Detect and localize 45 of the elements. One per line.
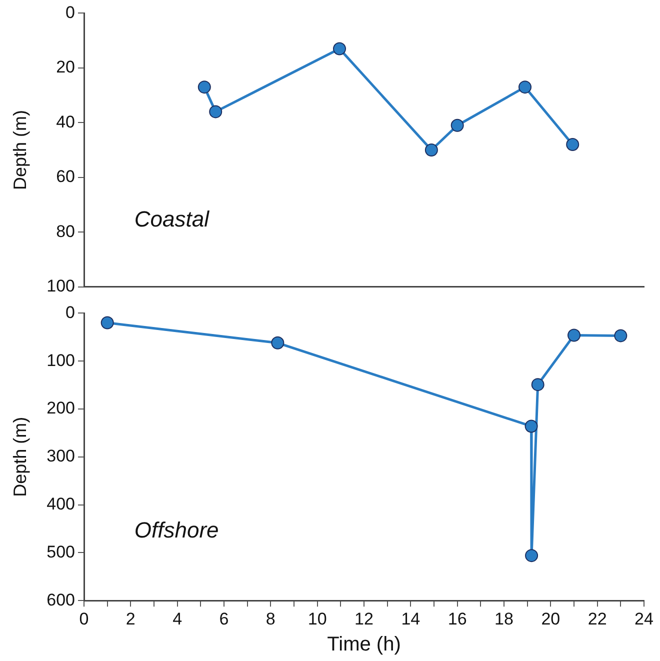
point (614, 329, 628, 342)
x-tick-label: 4 (172, 609, 182, 628)
point (568, 328, 580, 342)
y-tick-label: 400 (46, 494, 75, 514)
point (525, 549, 538, 562)
point (333, 42, 346, 56)
y-tick-label: 0 (66, 2, 75, 22)
y-tick-label: 40 (56, 112, 75, 132)
x-tick-label: 18 (494, 609, 514, 628)
x-tick-label: 2 (126, 609, 136, 628)
x-tick-label: 0 (79, 609, 89, 628)
x-tick-label: 16 (448, 609, 467, 628)
point (271, 336, 284, 350)
x-tick-label: 8 (266, 609, 276, 628)
y-tick-label: 80 (56, 222, 75, 241)
x-tick-label: 10 (308, 609, 327, 628)
point (450, 118, 464, 132)
x-tick-label: 14 (401, 609, 420, 628)
x-tick-label: 6 (219, 609, 229, 628)
point (100, 316, 114, 330)
x-tick-label: 20 (541, 609, 560, 628)
annotation: Coastal (134, 206, 210, 232)
y-axis-title: Depth (m) (10, 416, 30, 497)
y-tick-label: 600 (46, 590, 75, 610)
point (424, 144, 438, 156)
point (524, 420, 538, 433)
y-axis-title: Depth (m) (10, 110, 30, 190)
y-tick-label: 100 (46, 276, 75, 296)
point (198, 80, 211, 94)
x-tick-label: 24 (634, 609, 654, 628)
y-tick-label: 300 (46, 446, 75, 466)
y-tick-label: 500 (46, 542, 75, 562)
y-tick-label: 20 (56, 58, 75, 77)
x-tick-label: 22 (588, 609, 607, 628)
x-tick-label: 12 (354, 609, 374, 628)
point (209, 105, 222, 118)
x-axis-title: Time (h) (327, 634, 401, 656)
point (531, 378, 544, 392)
y-tick-label: 200 (46, 398, 75, 418)
y-tick-label: 100 (46, 350, 75, 370)
annotation: Offshore (134, 517, 219, 542)
y-tick-label: 60 (56, 167, 75, 186)
point (518, 80, 532, 94)
point (566, 138, 580, 152)
y-tick-label: 0 (66, 302, 75, 322)
